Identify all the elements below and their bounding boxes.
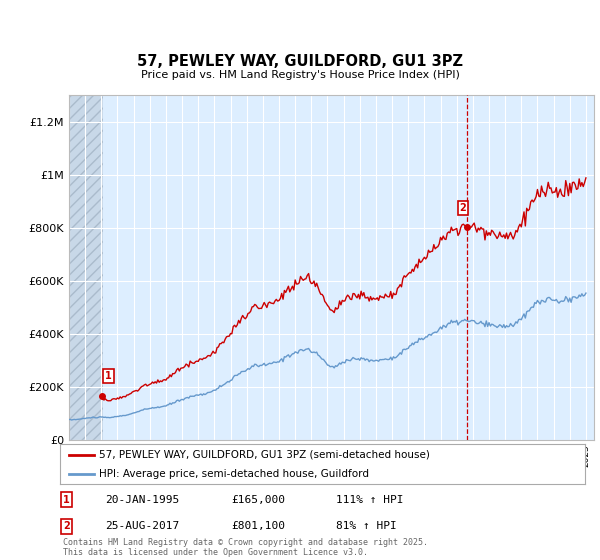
Text: 57, PEWLEY WAY, GUILDFORD, GU1 3PZ: 57, PEWLEY WAY, GUILDFORD, GU1 3PZ [137, 54, 463, 69]
Text: 2: 2 [63, 521, 70, 531]
Bar [69, 95, 103, 440]
Text: 111% ↑ HPI: 111% ↑ HPI [336, 494, 404, 505]
Text: £165,000: £165,000 [231, 494, 285, 505]
Text: 1: 1 [63, 494, 70, 505]
Text: 1: 1 [106, 371, 112, 381]
Text: 57, PEWLEY WAY, GUILDFORD, GU1 3PZ (semi-detached house): 57, PEWLEY WAY, GUILDFORD, GU1 3PZ (semi… [100, 450, 430, 460]
Text: 25-AUG-2017: 25-AUG-2017 [105, 521, 179, 531]
Text: 81% ↑ HPI: 81% ↑ HPI [336, 521, 397, 531]
Text: 20-JAN-1995: 20-JAN-1995 [105, 494, 179, 505]
Text: HPI: Average price, semi-detached house, Guildford: HPI: Average price, semi-detached house,… [100, 469, 370, 478]
Text: Price paid vs. HM Land Registry's House Price Index (HPI): Price paid vs. HM Land Registry's House … [140, 69, 460, 80]
Text: £801,100: £801,100 [231, 521, 285, 531]
Text: Contains HM Land Registry data © Crown copyright and database right 2025.
This d: Contains HM Land Registry data © Crown c… [63, 538, 428, 557]
Text: 2: 2 [460, 203, 466, 213]
